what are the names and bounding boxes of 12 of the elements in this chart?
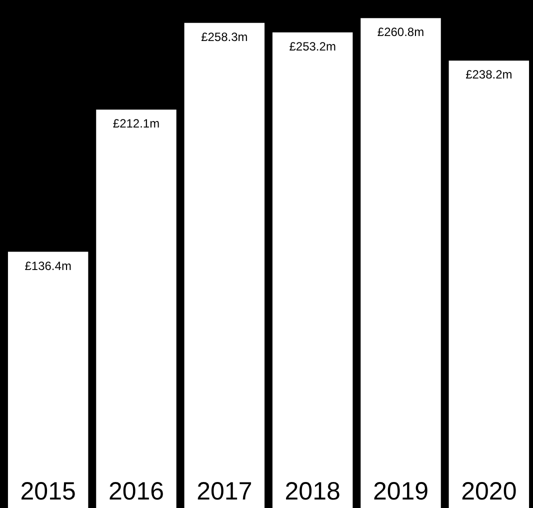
data-label: £212.1m bbox=[112, 116, 160, 131]
x-tick-label: 2016 bbox=[108, 478, 164, 506]
x-tick-label: 2020 bbox=[461, 478, 517, 506]
data-label: £136.4m bbox=[24, 258, 72, 273]
data-label: £260.8m bbox=[377, 25, 424, 40]
x-tick-label: 2015 bbox=[20, 478, 76, 506]
data-label: £258.3m bbox=[201, 30, 248, 44]
x-tick-label: 2019 bbox=[372, 478, 429, 506]
data-label: £238.2m bbox=[466, 68, 512, 82]
x-tick-label: 2018 bbox=[284, 478, 340, 506]
x-tick-label: 2017 bbox=[196, 478, 252, 506]
data-label: £253.2m bbox=[289, 39, 336, 54]
